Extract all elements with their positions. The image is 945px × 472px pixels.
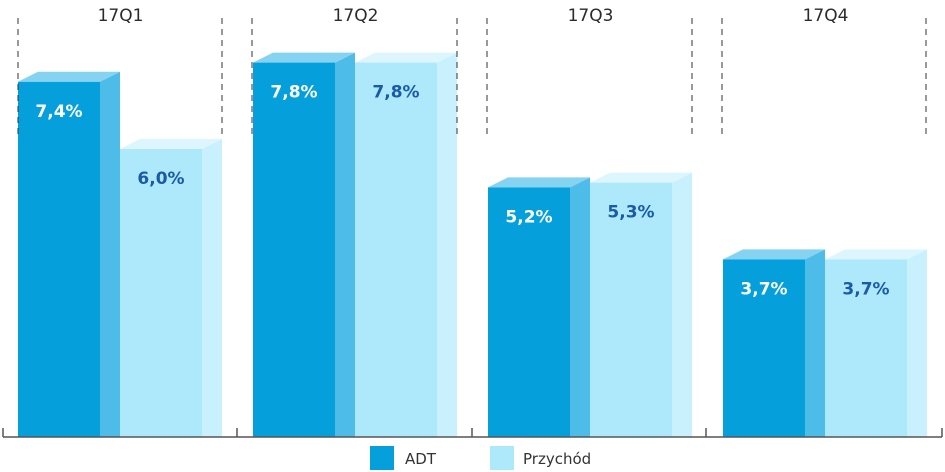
category-label: 17Q2 bbox=[333, 6, 379, 26]
bar-side bbox=[437, 52, 457, 437]
bar-top bbox=[18, 71, 120, 82]
legend-label-przychod: Przychód bbox=[523, 450, 591, 468]
bar-side bbox=[907, 249, 927, 437]
bar bbox=[825, 259, 907, 437]
bar bbox=[723, 259, 805, 437]
data-label: 5,3% bbox=[607, 203, 654, 223]
bar-side bbox=[570, 177, 590, 437]
bar-side bbox=[672, 172, 692, 437]
data-label: 7,8% bbox=[270, 83, 317, 103]
legend-label-adt: ADT bbox=[405, 450, 437, 468]
bar-top bbox=[723, 249, 825, 260]
bar-top bbox=[253, 52, 355, 63]
data-label: 7,8% bbox=[372, 83, 419, 103]
bar-side bbox=[202, 139, 222, 437]
bar-top bbox=[590, 172, 692, 183]
x-axis bbox=[2, 428, 943, 438]
bar-top bbox=[825, 249, 927, 260]
data-label: 3,7% bbox=[842, 279, 889, 299]
legend: ADT Przychód bbox=[370, 446, 591, 470]
category-labels: 17Q1 17Q2 17Q3 17Q4 bbox=[98, 6, 849, 26]
bar bbox=[488, 187, 570, 437]
data-label: 6,0% bbox=[137, 169, 184, 189]
bars-layer bbox=[18, 52, 927, 438]
bar-side bbox=[335, 52, 355, 437]
bar-top bbox=[488, 177, 590, 188]
quarter-dividers bbox=[17, 18, 927, 135]
bar-side bbox=[805, 249, 825, 437]
bar bbox=[253, 62, 335, 437]
bar bbox=[18, 81, 100, 438]
bar-top bbox=[355, 52, 457, 63]
data-label: 5,2% bbox=[505, 207, 552, 227]
bar-side bbox=[100, 71, 120, 438]
bar bbox=[355, 62, 437, 437]
legend-swatch-adt bbox=[370, 446, 394, 470]
bar-top bbox=[120, 139, 222, 149]
legend-swatch-przychod bbox=[490, 446, 514, 470]
category-label: 17Q4 bbox=[803, 6, 849, 26]
value-labels: 7,4% 6,0% 7,8% 7,8% 5,2% 5,3% 3,7% 3,7% bbox=[35, 83, 889, 300]
category-label: 17Q3 bbox=[568, 6, 614, 26]
category-label: 17Q1 bbox=[98, 6, 144, 26]
bar bbox=[120, 149, 202, 437]
bar bbox=[590, 182, 672, 437]
data-label: 3,7% bbox=[740, 279, 787, 299]
data-label: 7,4% bbox=[35, 102, 82, 122]
